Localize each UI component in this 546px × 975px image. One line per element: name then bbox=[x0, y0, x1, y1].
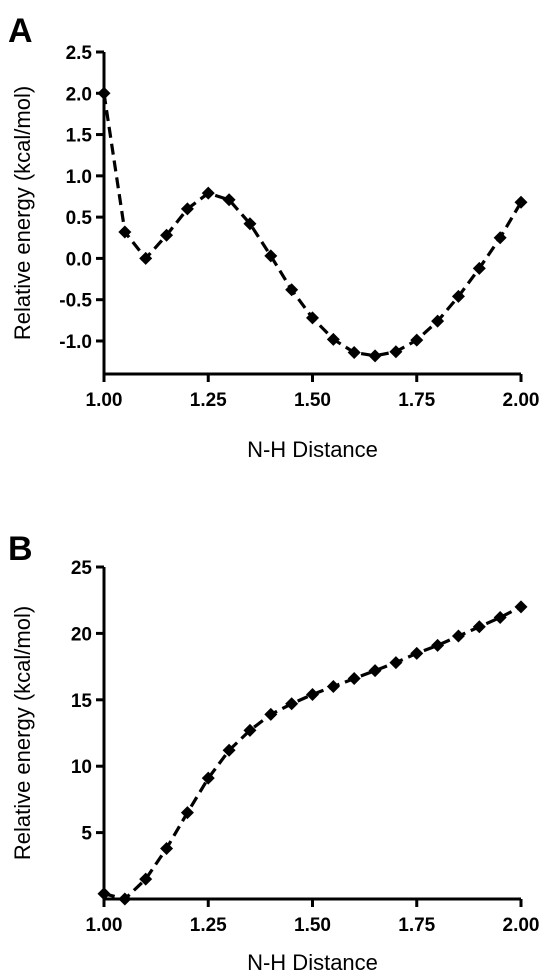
y-tick-label: 1.0 bbox=[66, 167, 92, 188]
x-tick-label: 1.25 bbox=[190, 390, 227, 411]
y-axis-title: Relative energy (kcal/mol) bbox=[10, 86, 35, 340]
data-point bbox=[472, 620, 486, 634]
x-tick-label: 2.00 bbox=[503, 390, 540, 411]
y-tick-label: 5 bbox=[81, 824, 92, 845]
data-point bbox=[264, 707, 278, 721]
data-point bbox=[160, 228, 174, 242]
panel-label: B bbox=[8, 530, 33, 568]
data-point bbox=[306, 687, 319, 701]
data-point bbox=[368, 664, 382, 678]
x-tick-label: 1.00 bbox=[86, 915, 123, 936]
data-point bbox=[285, 697, 299, 711]
data-point bbox=[97, 86, 111, 100]
data-point bbox=[493, 610, 507, 624]
data-point bbox=[451, 289, 465, 303]
data-point bbox=[368, 349, 382, 363]
data-point bbox=[431, 314, 445, 328]
data-point bbox=[514, 600, 528, 614]
chart-panel-b: B 5 10 15 20 25 1.00 1.25 1.50 1.75 2.00 N-H Distan… bbox=[0, 510, 546, 975]
data-point bbox=[410, 646, 424, 660]
data-point bbox=[472, 261, 486, 275]
data-point bbox=[347, 346, 361, 360]
x-tick-label: 1.50 bbox=[294, 390, 331, 411]
y-tick-label: 25 bbox=[71, 558, 93, 579]
x-tick-label: 1.25 bbox=[190, 915, 227, 936]
data-point bbox=[201, 186, 215, 200]
series-line bbox=[103, 605, 522, 901]
y-tick-label: -0.5 bbox=[59, 291, 92, 312]
data-point bbox=[139, 872, 153, 886]
data-point bbox=[243, 217, 257, 231]
data-point bbox=[493, 231, 507, 245]
x-axis-title: N-H Distance bbox=[247, 950, 378, 975]
data-point bbox=[118, 225, 132, 239]
x-axis-title: N-H Distance bbox=[247, 437, 378, 462]
data-point bbox=[139, 251, 153, 265]
data-point bbox=[160, 842, 174, 856]
data-point bbox=[410, 333, 424, 347]
data-point bbox=[222, 743, 236, 757]
y-tick-label: 15 bbox=[71, 691, 93, 712]
y-tick-label: 2.0 bbox=[66, 84, 92, 105]
x-tick-label: 2.00 bbox=[503, 915, 540, 936]
x-tick-label: 1.75 bbox=[398, 390, 435, 411]
data-point bbox=[347, 672, 361, 686]
data-point bbox=[180, 202, 194, 216]
data-point bbox=[243, 723, 257, 737]
data-point bbox=[264, 249, 278, 263]
x-tick-label: 1.00 bbox=[86, 390, 123, 411]
y-tick-label: 2.5 bbox=[66, 43, 93, 64]
data-point bbox=[222, 193, 236, 207]
data-point bbox=[201, 771, 215, 785]
panel-label: A bbox=[8, 12, 33, 50]
data-point bbox=[118, 892, 132, 906]
x-tick-label: 1.75 bbox=[398, 915, 435, 936]
y-tick-label: 1.5 bbox=[66, 126, 93, 147]
y-axis-title: Relative energy (kcal/mol) bbox=[10, 606, 35, 860]
data-point bbox=[326, 332, 340, 346]
chart-a-svg: A -1.0 -0.5 0.0 0.5 1.0 1.5 2.0 2.5 1.00 1.25 1.50 1… bbox=[8, 12, 540, 462]
data-point bbox=[431, 638, 445, 652]
chart-b-svg: B 5 10 15 20 25 1.00 1.25 1.50 1.75 2.00 N-H Distan… bbox=[8, 530, 540, 975]
y-tick-label: -1.0 bbox=[59, 332, 92, 353]
y-tick-label: 0.0 bbox=[66, 249, 92, 270]
y-tick-label: 0.5 bbox=[66, 208, 93, 229]
data-point bbox=[97, 887, 111, 901]
data-point bbox=[326, 680, 340, 694]
data-point bbox=[389, 345, 403, 359]
data-point bbox=[285, 283, 299, 297]
data-point bbox=[180, 806, 194, 820]
data-point bbox=[514, 195, 528, 209]
x-tick-label: 1.50 bbox=[294, 915, 331, 936]
chart-panel-a: A -1.0 -0.5 0.0 0.5 1.0 1.5 2.0 2.5 1.00 1.25 1.50 1… bbox=[0, 0, 546, 470]
data-point bbox=[306, 311, 319, 325]
y-tick-label: 20 bbox=[71, 624, 92, 645]
data-point bbox=[389, 656, 403, 670]
y-tick-label: 10 bbox=[71, 757, 92, 778]
data-point bbox=[451, 629, 465, 643]
